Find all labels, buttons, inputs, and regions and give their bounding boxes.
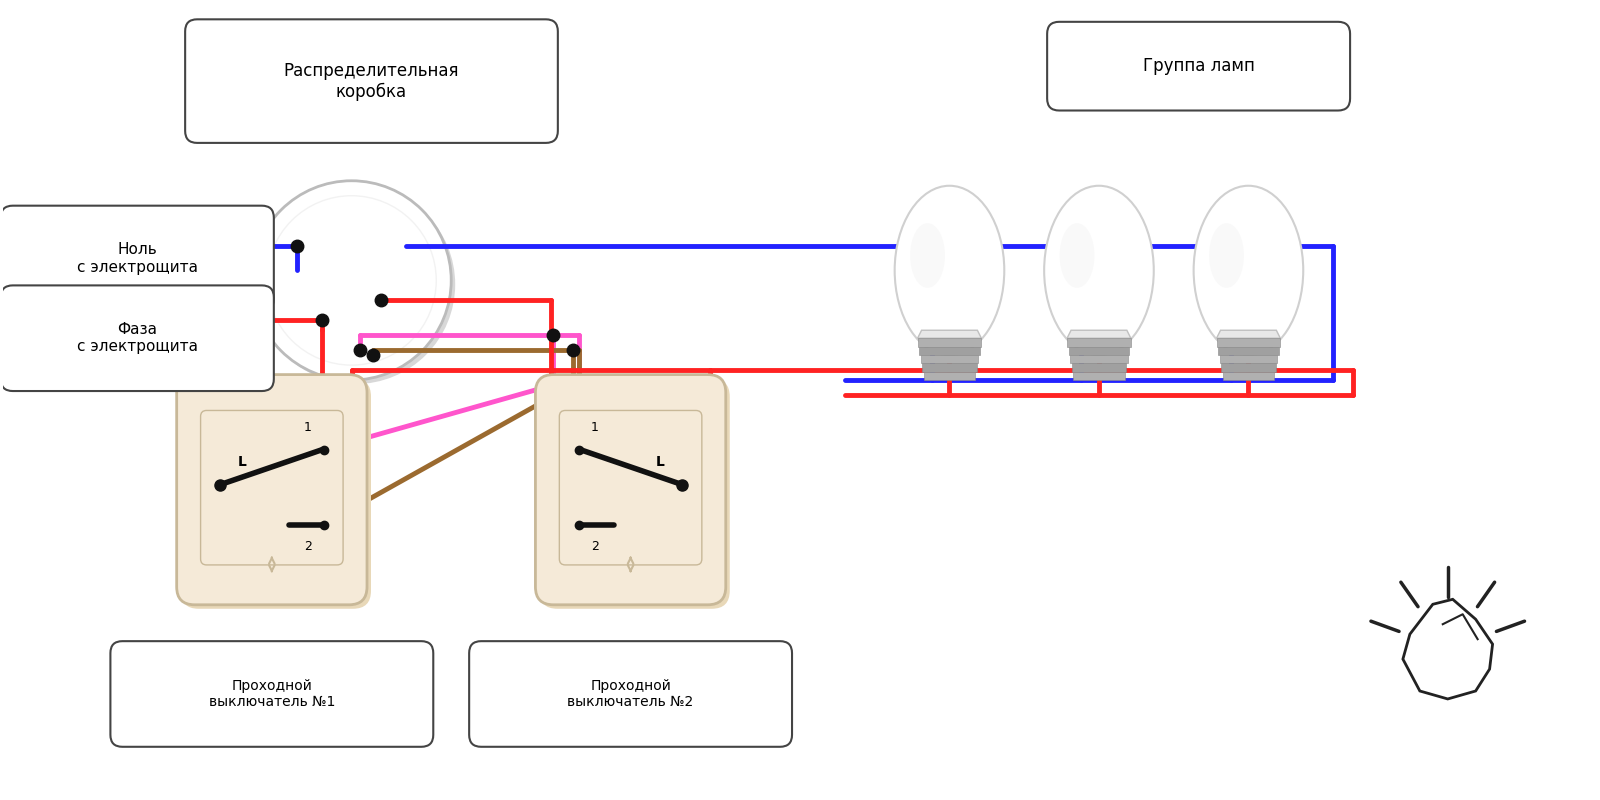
Polygon shape xyxy=(1072,363,1126,372)
Polygon shape xyxy=(923,372,976,380)
FancyBboxPatch shape xyxy=(536,374,726,605)
Polygon shape xyxy=(1074,372,1125,380)
Ellipse shape xyxy=(894,186,1005,355)
Polygon shape xyxy=(1218,346,1278,355)
FancyBboxPatch shape xyxy=(560,410,702,565)
FancyBboxPatch shape xyxy=(1046,22,1350,110)
Polygon shape xyxy=(922,363,978,372)
Text: 1: 1 xyxy=(590,422,598,434)
Polygon shape xyxy=(918,346,979,355)
Ellipse shape xyxy=(1059,223,1094,288)
FancyBboxPatch shape xyxy=(539,378,730,609)
Polygon shape xyxy=(1067,338,1131,346)
Polygon shape xyxy=(917,338,981,346)
Text: Фаза
с электрощита: Фаза с электрощита xyxy=(77,322,198,354)
FancyBboxPatch shape xyxy=(176,374,366,605)
Polygon shape xyxy=(920,355,978,363)
FancyBboxPatch shape xyxy=(469,641,792,746)
Text: Распределительная
коробка: Распределительная коробка xyxy=(283,62,459,101)
Text: Группа ламп: Группа ламп xyxy=(1142,57,1254,75)
FancyBboxPatch shape xyxy=(200,410,342,565)
Ellipse shape xyxy=(1194,186,1304,355)
Polygon shape xyxy=(1067,330,1131,338)
Text: 2: 2 xyxy=(590,540,598,553)
Ellipse shape xyxy=(1045,186,1154,355)
Text: Ноль
с электрощита: Ноль с электрощита xyxy=(77,242,198,274)
Circle shape xyxy=(251,181,451,380)
Polygon shape xyxy=(1219,355,1277,363)
Text: 2: 2 xyxy=(304,540,312,553)
Polygon shape xyxy=(1216,338,1280,346)
Polygon shape xyxy=(1222,372,1274,380)
Polygon shape xyxy=(917,330,981,338)
Text: L: L xyxy=(237,454,246,469)
Polygon shape xyxy=(1221,363,1275,372)
FancyBboxPatch shape xyxy=(181,378,371,609)
Ellipse shape xyxy=(1210,223,1243,288)
FancyBboxPatch shape xyxy=(186,19,558,143)
Text: 1: 1 xyxy=(304,422,312,434)
Circle shape xyxy=(256,185,456,384)
Text: Проходной
выключатель №1: Проходной выключатель №1 xyxy=(208,679,334,709)
Text: L: L xyxy=(656,454,666,469)
Polygon shape xyxy=(1070,355,1128,363)
Polygon shape xyxy=(1216,330,1280,338)
FancyBboxPatch shape xyxy=(0,286,274,391)
Polygon shape xyxy=(1069,346,1130,355)
FancyBboxPatch shape xyxy=(110,641,434,746)
Ellipse shape xyxy=(910,223,946,288)
FancyBboxPatch shape xyxy=(0,206,274,311)
Text: Проходной
выключатель №2: Проходной выключатель №2 xyxy=(568,679,694,709)
